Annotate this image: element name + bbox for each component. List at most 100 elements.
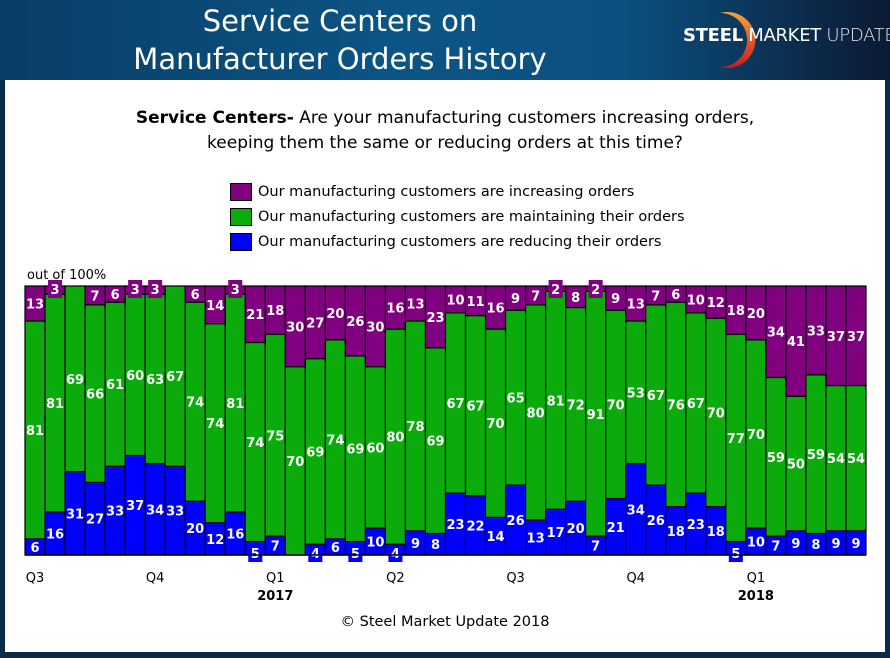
data-label: 65 (507, 392, 525, 407)
label-box (348, 543, 363, 562)
x-year-label: 2017 (257, 589, 293, 604)
data-label: 20 (747, 307, 765, 322)
data-label: 30 (366, 320, 384, 335)
data-label: 81 (46, 397, 64, 412)
data-label: 16 (226, 527, 244, 542)
data-label: 18 (727, 304, 745, 319)
y-axis-label: out of 100% (27, 268, 107, 283)
data-label: 9 (791, 537, 800, 552)
x-tick-label: Q3 (506, 571, 525, 586)
data-label: 2 (591, 283, 600, 298)
label-box (728, 543, 743, 562)
data-label: 74 (246, 436, 264, 451)
data-label: 7 (271, 540, 280, 555)
data-label: 77 (727, 432, 745, 447)
data-label: 70 (607, 398, 625, 413)
data-label: 37 (827, 330, 845, 345)
label-box (148, 280, 163, 298)
legend-item-increasing: Our manufacturing customers are increasi… (230, 182, 634, 202)
x-tick-label: Q2 (386, 571, 405, 586)
data-label: 12 (707, 296, 725, 311)
data-label: 67 (647, 389, 665, 404)
data-label: 34 (767, 326, 785, 341)
data-label: 67 (687, 397, 705, 412)
data-label: 34 (146, 503, 164, 518)
data-label: 14 (487, 530, 505, 545)
data-label: 74 (326, 433, 344, 448)
data-label: 13 (527, 532, 545, 547)
data-label: 66 (86, 388, 104, 403)
data-label: 26 (647, 514, 665, 529)
data-label: 16 (46, 527, 64, 542)
data-label: 67 (466, 400, 484, 415)
data-label: 20 (186, 522, 204, 537)
data-label: 9 (511, 292, 520, 307)
data-label: 75 (266, 429, 284, 444)
data-label: 9 (831, 537, 840, 552)
data-label: 23 (687, 518, 705, 533)
data-label: 69 (426, 435, 444, 450)
data-label: 30 (286, 320, 304, 335)
data-label: 20 (567, 522, 585, 537)
legend-label: Our manufacturing customers are maintain… (258, 209, 685, 225)
data-label: 13 (406, 297, 424, 312)
title-line-2: Manufacturer Orders History (133, 42, 547, 76)
data-label: 37 (847, 330, 865, 345)
data-label: 76 (667, 398, 685, 413)
data-label: 3 (231, 283, 240, 298)
data-label: 3 (51, 283, 60, 298)
data-label: 27 (306, 316, 324, 331)
data-label: 54 (827, 452, 845, 467)
data-label: 9 (611, 292, 620, 307)
data-label: 3 (131, 283, 140, 298)
data-label: 16 (386, 302, 404, 317)
data-label: 70 (487, 417, 505, 432)
data-label: 6 (331, 541, 340, 556)
data-label: 10 (366, 536, 384, 551)
data-label: 74 (206, 417, 224, 432)
page-title: Service Centers on Manufacturer Orders H… (90, 2, 590, 78)
label-box (248, 543, 263, 562)
data-label: 7 (771, 540, 780, 555)
data-label: 6 (30, 541, 39, 556)
data-label: 7 (91, 289, 100, 304)
data-label: 70 (747, 428, 765, 443)
data-label: 72 (567, 398, 585, 413)
data-label: 33 (166, 505, 184, 520)
data-label: 50 (787, 458, 805, 473)
data-label: 26 (346, 315, 364, 330)
label-box (548, 280, 563, 298)
data-label: 27 (86, 513, 104, 528)
data-label: 74 (186, 396, 204, 411)
legend-label: Our manufacturing customers are reducing… (258, 234, 662, 250)
data-label: 6 (111, 288, 120, 303)
data-label: 22 (466, 519, 484, 534)
data-label: 20 (326, 307, 344, 322)
title-line-1: Service Centers on (202, 4, 478, 38)
steel-market-update-logo-icon (720, 12, 756, 69)
x-tick-label: Q4 (146, 571, 165, 586)
data-label: 70 (286, 455, 304, 470)
label-box (48, 280, 63, 298)
data-label: 6 (191, 288, 200, 303)
logo-text: STEEL MARKET UPDATE (683, 25, 890, 46)
data-label: 21 (607, 521, 625, 536)
legend-item-maintaining: Our manufacturing customers are maintain… (230, 207, 685, 227)
data-label: 21 (246, 308, 264, 323)
legend-swatch (230, 183, 252, 201)
data-label: 80 (527, 406, 545, 421)
data-label: 10 (446, 293, 464, 308)
data-label: 34 (627, 503, 645, 518)
data-label: 59 (807, 448, 825, 463)
data-label: 69 (66, 373, 84, 388)
chart-question: Service Centers- Are your manufacturing … (135, 108, 755, 153)
data-label: 7 (651, 289, 660, 304)
data-label: 9 (851, 537, 860, 552)
data-label: 23 (446, 518, 464, 533)
data-label: 13 (26, 297, 44, 312)
data-label: 81 (26, 424, 44, 439)
x-tick-label: Q1 (747, 571, 766, 586)
data-label: 33 (106, 505, 124, 520)
data-label: 37 (126, 499, 144, 514)
